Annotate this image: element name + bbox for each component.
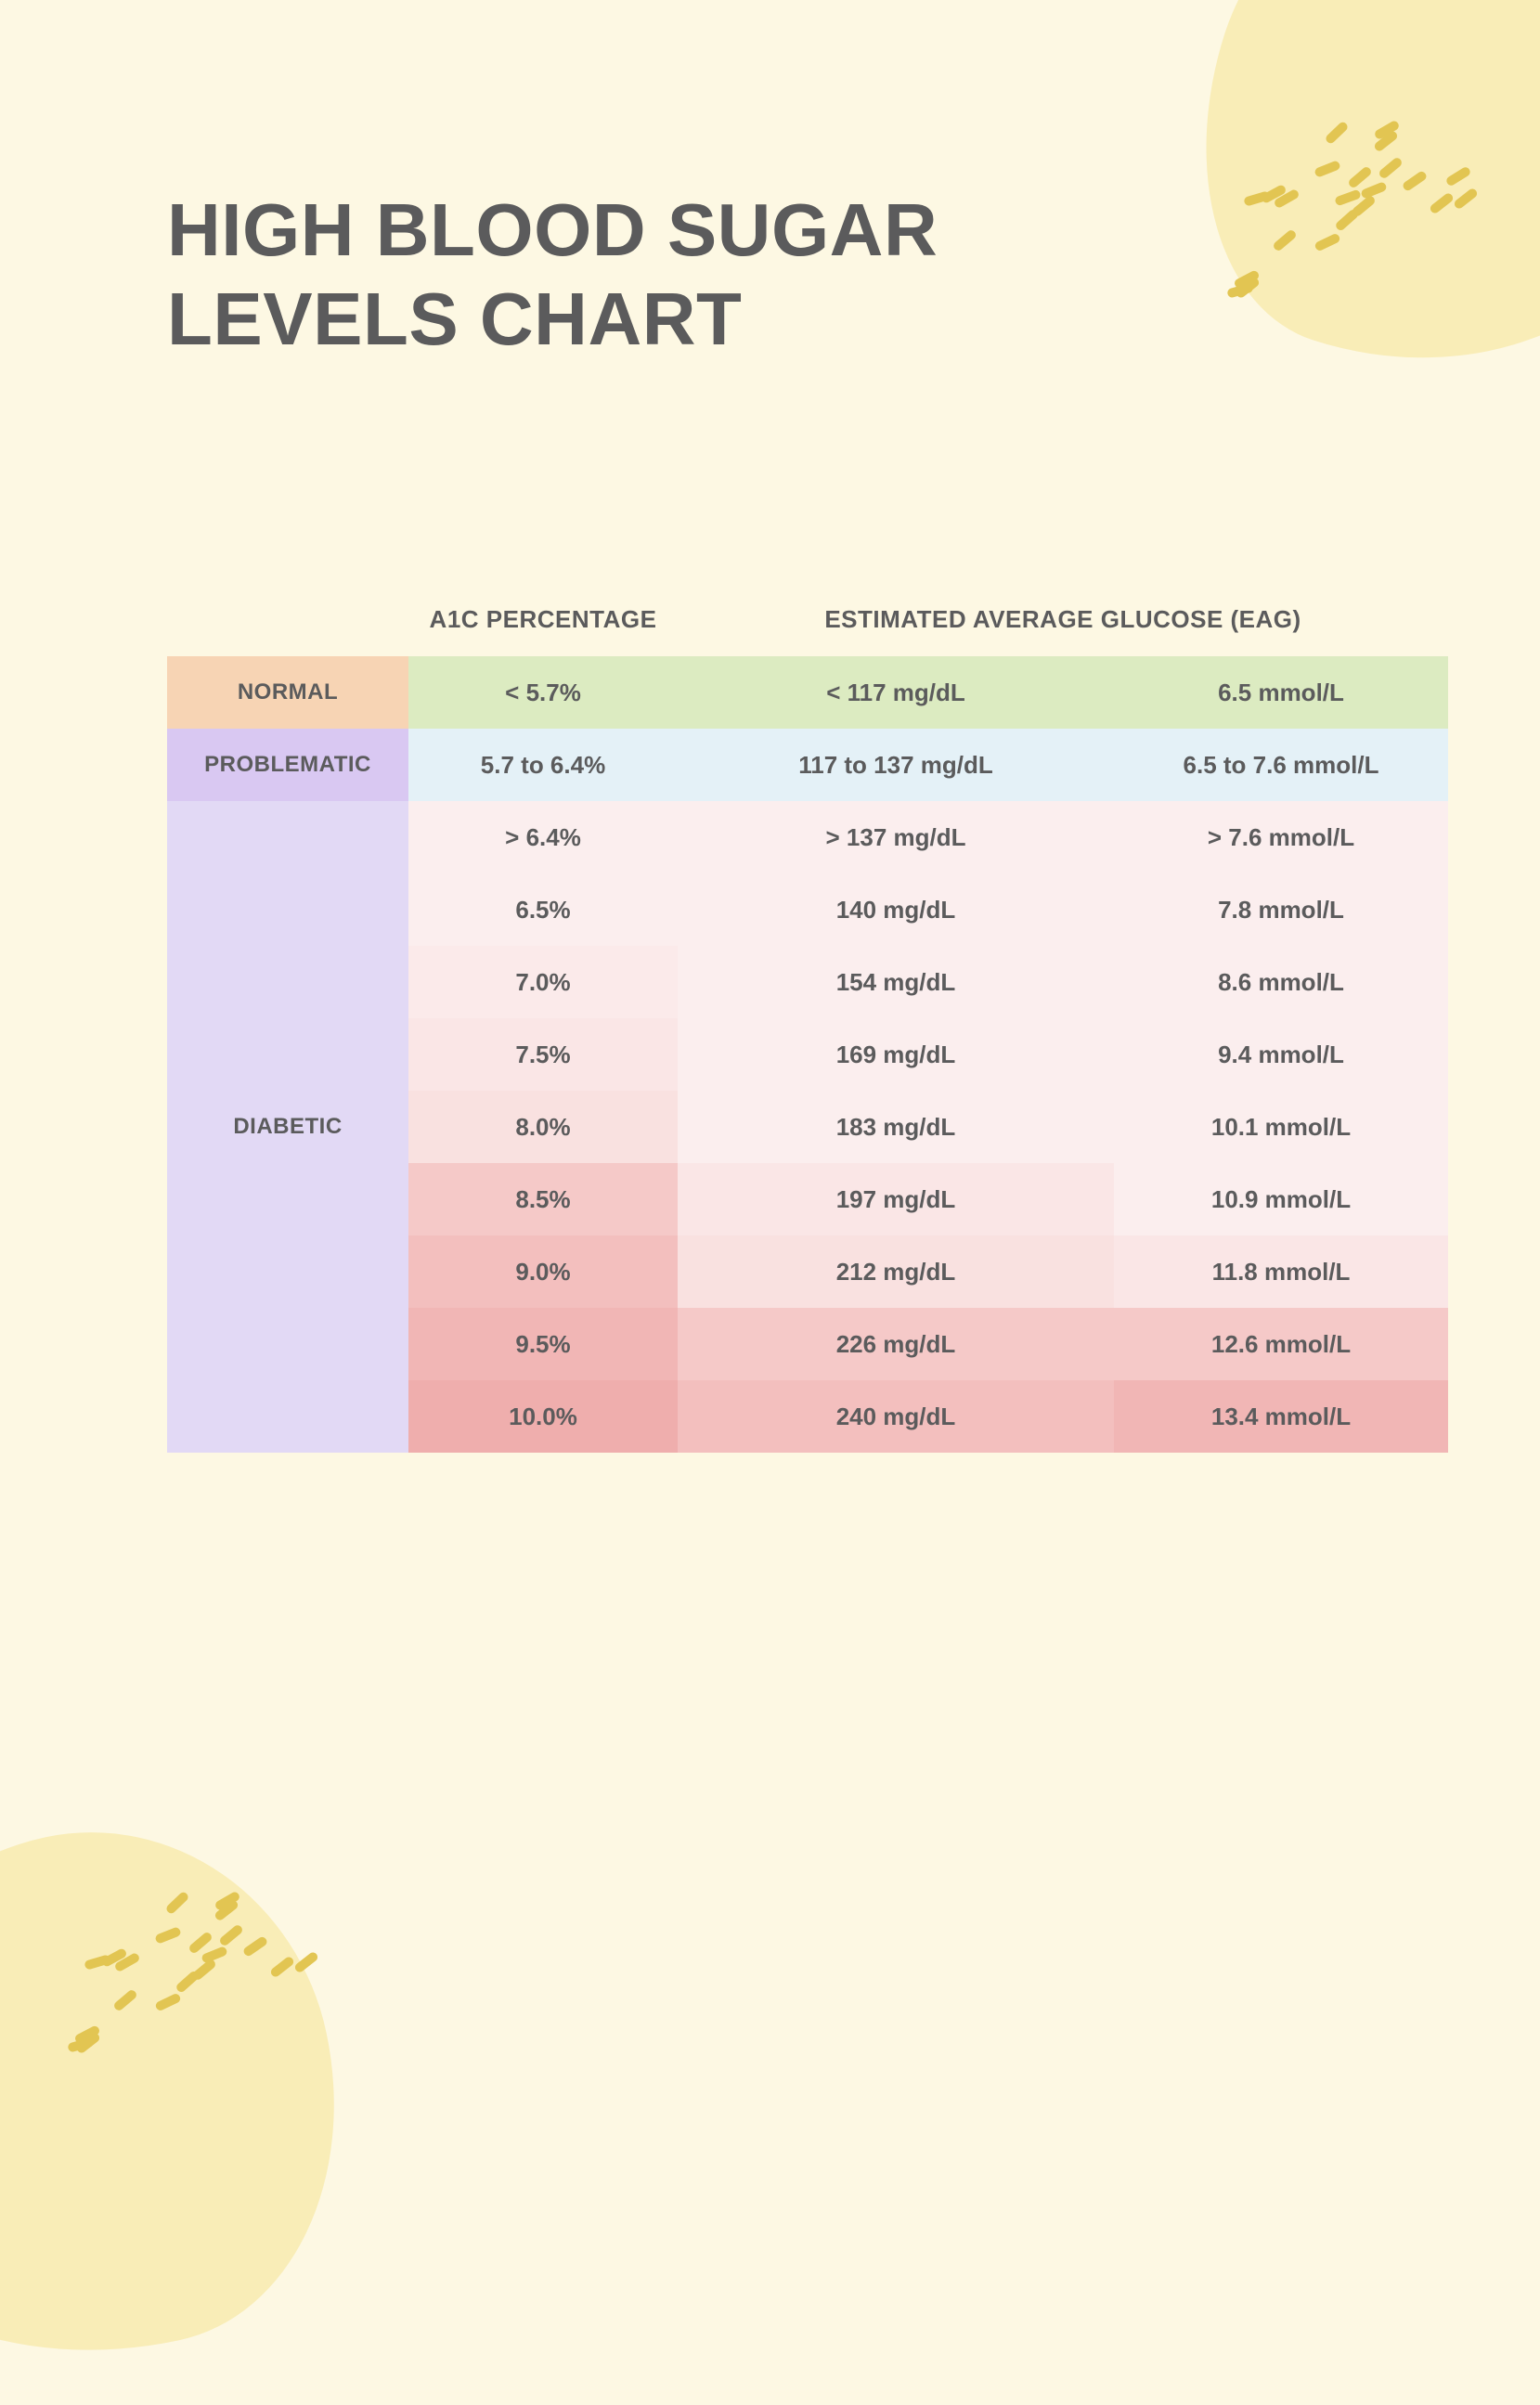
mgdl-cell: 226 mg/dL [678, 1308, 1114, 1380]
blood-sugar-table: A1C PERCENTAGE ESTIMATED AVERAGE GLUCOSE… [167, 605, 1448, 1453]
mgdl-cell: 154 mg/dL [678, 946, 1114, 1018]
a1c-cell: 8.5% [408, 1163, 678, 1235]
page-title: HIGH BLOOD SUGAR LEVELS CHART [167, 186, 1003, 364]
mmol-cell: 7.8 mmol/L [1114, 873, 1448, 946]
mgdl-cell: 140 mg/dL [678, 873, 1114, 946]
mmol-cell: 11.8 mmol/L [1114, 1235, 1448, 1308]
mgdl-cell: 169 mg/dL [678, 1018, 1114, 1091]
header-a1c: A1C PERCENTAGE [408, 605, 678, 634]
mgdl-cell: 212 mg/dL [678, 1235, 1114, 1308]
mmol-cell: 12.6 mmol/L [1114, 1308, 1448, 1380]
mmol-cell: > 7.6 mmol/L [1114, 801, 1448, 873]
category-label-diabetic: DIABETIC [167, 801, 408, 1453]
mmol-cell: 10.9 mmol/L [1114, 1163, 1448, 1235]
a1c-cell: 5.7 to 6.4% [408, 729, 678, 801]
mmol-cell: 10.1 mmol/L [1114, 1091, 1448, 1163]
a1c-cell: 9.5% [408, 1308, 678, 1380]
header-eag: ESTIMATED AVERAGE GLUCOSE (EAG) [678, 605, 1448, 634]
mgdl-cell: < 117 mg/dL [678, 656, 1114, 729]
mgdl-cell: 240 mg/dL [678, 1380, 1114, 1453]
category-label-normal: NORMAL [167, 656, 408, 729]
mgdl-cell: 117 to 137 mg/dL [678, 729, 1114, 801]
a1c-cell: 7.5% [408, 1018, 678, 1091]
a1c-cell: < 5.7% [408, 656, 678, 729]
a1c-cell: 9.0% [408, 1235, 678, 1308]
a1c-cell: > 6.4% [408, 801, 678, 873]
mmol-cell: 13.4 mmol/L [1114, 1380, 1448, 1453]
mgdl-cell: 197 mg/dL [678, 1163, 1114, 1235]
a1c-cell: 8.0% [408, 1091, 678, 1163]
mmol-cell: 6.5 to 7.6 mmol/L [1114, 729, 1448, 801]
mmol-cell: 6.5 mmol/L [1114, 656, 1448, 729]
a1c-cell: 6.5% [408, 873, 678, 946]
table-body: NORMAL< 5.7%< 117 mg/dL6.5 mmol/L PROBLEM… [167, 656, 1448, 1453]
mgdl-cell: > 137 mg/dL [678, 801, 1114, 873]
a1c-cell: 10.0% [408, 1380, 678, 1453]
mmol-cell: 8.6 mmol/L [1114, 946, 1448, 1018]
a1c-cell: 7.0% [408, 946, 678, 1018]
table-header-row: A1C PERCENTAGE ESTIMATED AVERAGE GLUCOSE… [167, 605, 1448, 634]
mmol-cell: 9.4 mmol/L [1114, 1018, 1448, 1091]
category-label-problematic: PROBLEMATIC [167, 729, 408, 801]
mgdl-cell: 183 mg/dL [678, 1091, 1114, 1163]
